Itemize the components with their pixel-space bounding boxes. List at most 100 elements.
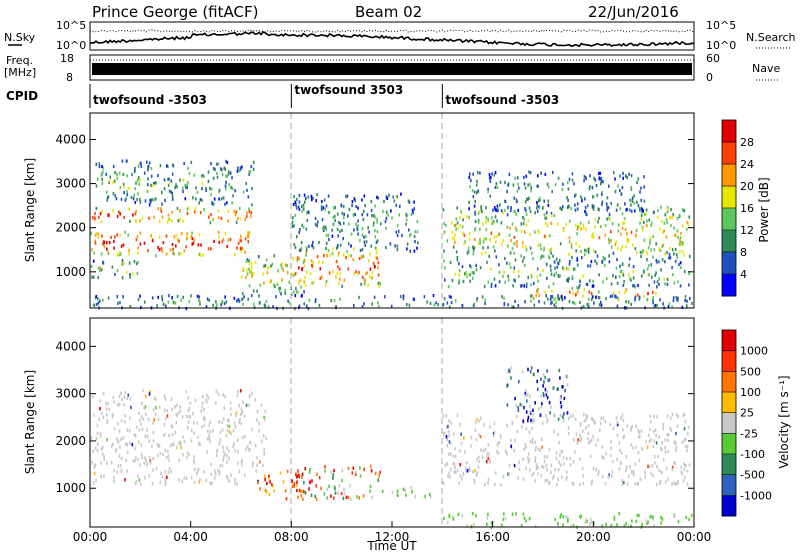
velocity-cell xyxy=(137,457,139,462)
velocity-cell xyxy=(251,391,253,396)
power-cell xyxy=(248,259,250,263)
colorbar-swatch xyxy=(722,371,736,393)
power-cell xyxy=(469,172,471,176)
power-cell xyxy=(446,239,449,243)
velocity-cell xyxy=(460,432,462,436)
power-cell xyxy=(182,178,185,182)
power-cell xyxy=(679,249,681,254)
velocity-cell xyxy=(271,484,274,488)
nsky-label: N.Sky xyxy=(4,31,36,44)
power-cell xyxy=(163,187,166,191)
power-cell xyxy=(296,258,299,262)
power-cell xyxy=(637,177,640,181)
power-cell xyxy=(444,266,446,270)
velocity-cell xyxy=(226,423,229,428)
power-cell xyxy=(557,261,559,265)
power-cell xyxy=(400,192,402,196)
power-cell xyxy=(561,298,564,302)
power-cell xyxy=(217,230,220,234)
power-cell xyxy=(448,305,451,309)
power-cell xyxy=(301,268,303,272)
power-cell xyxy=(154,181,157,185)
power-cell xyxy=(513,270,515,274)
power-cell xyxy=(605,297,607,301)
power-cell xyxy=(522,245,524,249)
power-cell xyxy=(114,235,116,239)
power-cell xyxy=(630,230,633,234)
velocity-cell xyxy=(205,393,208,398)
power-cell xyxy=(278,289,281,293)
power-cell xyxy=(199,198,202,202)
power-cell xyxy=(238,299,241,303)
power-cell xyxy=(307,210,310,214)
velocity-cell xyxy=(590,481,593,486)
velocity-cell xyxy=(243,414,246,419)
power-cell xyxy=(314,216,317,220)
power-cell xyxy=(247,297,249,301)
velocity-cell xyxy=(223,406,226,410)
power-cell xyxy=(369,252,371,256)
power-cell xyxy=(137,164,140,168)
power-cell xyxy=(457,226,460,230)
power-cell xyxy=(324,225,327,230)
power-cell xyxy=(195,197,197,201)
velocity-cell xyxy=(476,417,478,422)
velocity-cell xyxy=(510,366,513,370)
velocity-cell xyxy=(262,434,265,438)
power-cell xyxy=(613,171,615,175)
power-cell xyxy=(642,209,644,213)
power-cell xyxy=(681,208,684,212)
freq-panel: Freq. [MHz] 18 8 60 0 Nave xyxy=(4,52,780,84)
power-cell xyxy=(217,216,220,220)
power-cell xyxy=(535,289,538,293)
power-cell xyxy=(538,293,541,297)
power-cell xyxy=(484,220,487,224)
velocity-cell xyxy=(223,455,225,459)
velocity-cell xyxy=(475,458,478,462)
velocity-cell xyxy=(658,481,661,486)
power-cell xyxy=(658,247,660,251)
velocity-cell xyxy=(188,415,191,419)
velocity-cell xyxy=(363,467,365,472)
power-cell xyxy=(623,221,626,225)
power-cell xyxy=(489,194,491,198)
velocity-cell xyxy=(210,462,212,467)
power-cell xyxy=(101,164,103,169)
velocity-cell xyxy=(655,441,658,445)
power-cell xyxy=(477,170,479,175)
velocity-cell xyxy=(580,436,583,440)
power-cell xyxy=(604,233,606,237)
power-cell xyxy=(495,255,498,259)
velocity-cell xyxy=(345,495,348,499)
power-cell xyxy=(502,211,504,215)
velocity-cell xyxy=(618,512,620,516)
velocity-cell xyxy=(209,439,211,443)
velocity-cell xyxy=(542,465,545,470)
velocity-cell xyxy=(504,517,507,521)
power-cell xyxy=(179,218,181,222)
colorbar-tick-label: 16 xyxy=(740,202,754,215)
power-cell xyxy=(301,204,303,209)
velocity-cell xyxy=(297,495,299,499)
power-cell xyxy=(521,284,523,288)
power-cell xyxy=(455,227,457,231)
power-cell xyxy=(549,234,551,238)
power-cell xyxy=(318,303,321,307)
power-cell xyxy=(109,179,111,183)
time-xlabel: Time UT xyxy=(366,539,417,553)
velocity-cell xyxy=(626,482,629,486)
velocity-cell xyxy=(608,473,610,477)
power-cell xyxy=(433,303,436,307)
velocity-cell xyxy=(241,458,243,463)
power-cell xyxy=(97,232,99,236)
power-cell xyxy=(168,182,171,186)
velocity-cell xyxy=(176,445,178,450)
power-cell xyxy=(658,277,660,281)
velocity-cell xyxy=(190,428,193,433)
colorbar-swatch xyxy=(722,120,736,143)
power-cell xyxy=(454,272,457,276)
velocity-cell xyxy=(470,444,472,448)
power-cell xyxy=(264,304,266,308)
velocity-cell xyxy=(559,396,562,400)
